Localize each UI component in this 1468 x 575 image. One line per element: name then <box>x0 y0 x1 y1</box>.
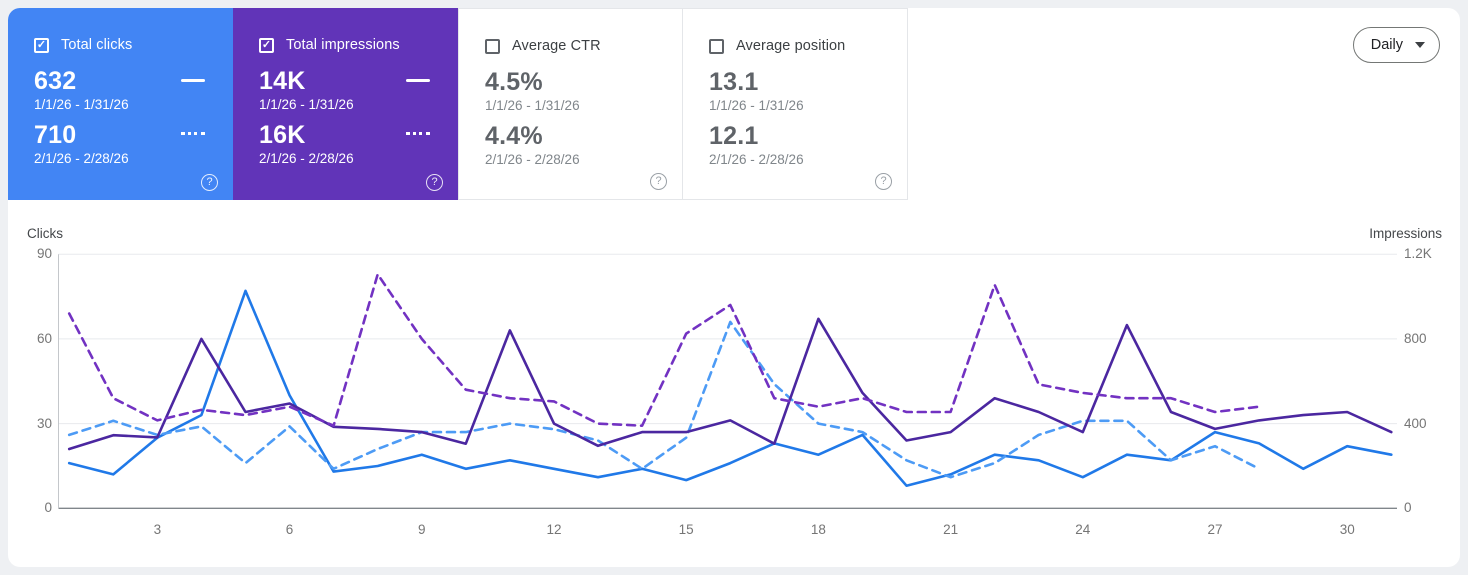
card-label: Total clicks <box>61 37 133 53</box>
card-total-impressions[interactable]: ✓ Total impressions 14K 1/1/26 - 1/31/26… <box>233 8 458 200</box>
dashed-line-indicator-icon <box>181 132 205 135</box>
metric-date-range: 1/1/26 - 1/31/26 <box>259 97 354 112</box>
checkbox-total-clicks[interactable]: ✓ <box>34 37 49 53</box>
date-granularity-label: Daily <box>1370 37 1403 53</box>
metric-date-range: 1/1/26 - 1/31/26 <box>34 97 129 112</box>
card-label: Average CTR <box>512 38 601 54</box>
metric-date-range: 2/1/26 - 2/28/26 <box>34 151 129 166</box>
help-icon[interactable]: ? <box>650 173 667 190</box>
metric-date-range: 1/1/26 - 1/31/26 <box>485 98 580 113</box>
date-granularity-dropdown[interactable]: Daily <box>1352 27 1440 63</box>
metric-date-range: 2/1/26 - 2/28/26 <box>259 151 354 166</box>
solid-line-indicator-icon <box>406 79 430 82</box>
metric-value: 4.5% <box>485 68 543 96</box>
solid-line-indicator-icon <box>181 79 205 82</box>
metric-value: 12.1 <box>709 122 759 150</box>
metric-value: 13.1 <box>709 68 759 96</box>
card-total-clicks[interactable]: ✓ Total clicks 632 1/1/26 - 1/31/26 710 … <box>8 8 233 200</box>
chart-plot-area[interactable] <box>8 228 1460 548</box>
checkbox-average-ctr[interactable] <box>485 38 500 54</box>
metric-date-range: 2/1/26 - 2/28/26 <box>485 152 580 167</box>
metric-value: 14K <box>259 67 306 95</box>
card-label: Total impressions <box>286 37 400 53</box>
help-icon[interactable]: ? <box>875 173 892 190</box>
card-label: Average position <box>736 38 846 54</box>
performance-panel: ✓ Total clicks 632 1/1/26 - 1/31/26 710 … <box>8 8 1460 567</box>
metric-value: 710 <box>34 121 77 149</box>
help-icon[interactable]: ? <box>426 174 443 191</box>
checkbox-total-impressions[interactable]: ✓ <box>259 37 274 53</box>
card-average-ctr[interactable]: Average CTR 4.5% 1/1/26 - 1/31/26 4.4% 2… <box>458 8 683 200</box>
metric-date-range: 2/1/26 - 2/28/26 <box>709 152 804 167</box>
card-average-position[interactable]: Average position 13.1 1/1/26 - 1/31/26 1… <box>683 8 908 200</box>
help-icon[interactable]: ? <box>201 174 218 191</box>
metric-value: 16K <box>259 121 306 149</box>
chevron-down-icon <box>1415 42 1425 48</box>
metric-value: 4.4% <box>485 122 543 150</box>
metric-cards-row: ✓ Total clicks 632 1/1/26 - 1/31/26 710 … <box>8 8 908 200</box>
metric-date-range: 1/1/26 - 1/31/26 <box>709 98 804 113</box>
checkbox-average-position[interactable] <box>709 38 724 54</box>
metric-value: 632 <box>34 67 77 95</box>
dashed-line-indicator-icon <box>406 132 430 135</box>
